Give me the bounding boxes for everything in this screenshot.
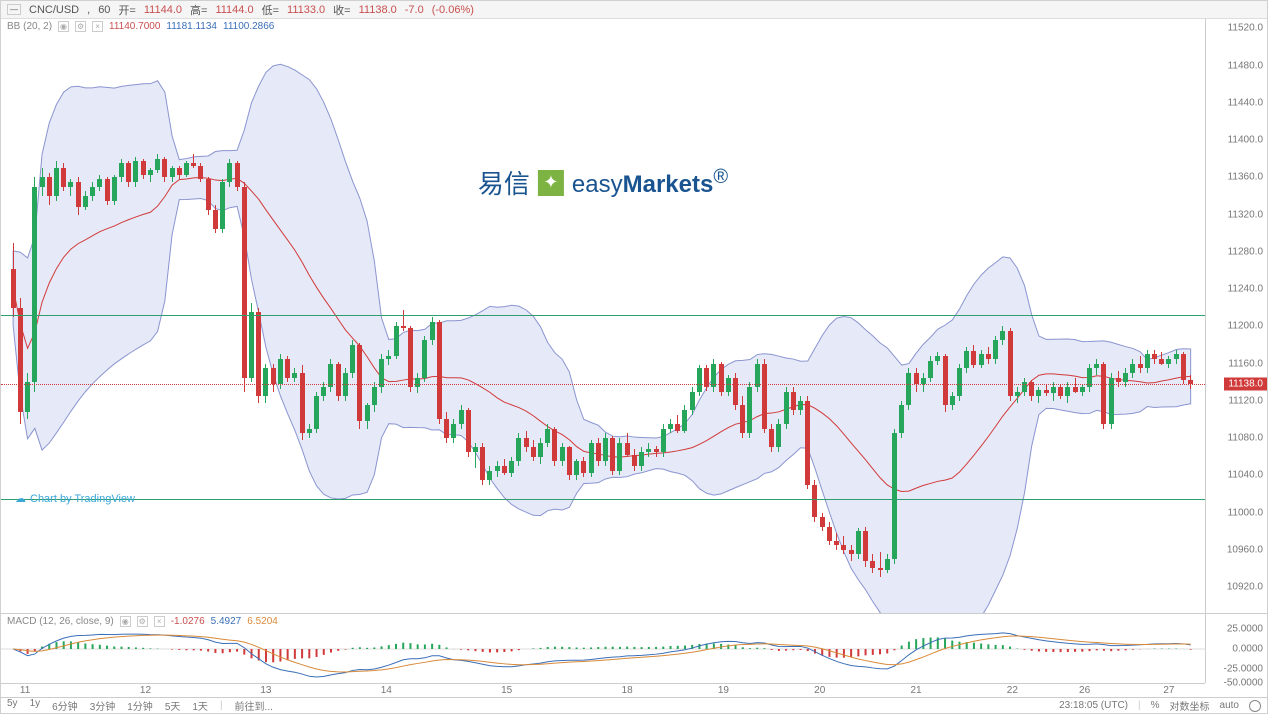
horizontal-line[interactable]	[1, 315, 1205, 316]
price-tick: 11320.0	[1228, 209, 1263, 220]
macd-tick: 0.0000	[1232, 644, 1263, 655]
price-tick: 11280.0	[1228, 246, 1263, 257]
change-pct-value: (-0.06%)	[432, 4, 474, 16]
price-tick: 11400.0	[1228, 135, 1263, 146]
low-label: 低=	[262, 2, 279, 18]
timeframe-button[interactable]: 1分钟	[127, 698, 153, 713]
change-value: -7.0	[405, 4, 424, 16]
timeframe-button[interactable]: 1天	[192, 698, 208, 713]
cloud-icon: ☁	[15, 492, 26, 505]
low-value: 11133.0	[287, 4, 325, 16]
symbol-label[interactable]: CNC/USD	[29, 4, 79, 16]
time-tick: 11	[20, 685, 30, 696]
price-tick: 10960.0	[1227, 544, 1263, 555]
close-label: 收=	[333, 2, 350, 18]
macd-pane[interactable]: MACD (12, 26, close, 9) ◉ ⚙ × -1.0276 5.…	[1, 613, 1205, 683]
pct-button[interactable]: %	[1151, 700, 1160, 711]
time-tick: 22	[1007, 685, 1018, 696]
interval-label[interactable]: 60	[98, 4, 110, 16]
macd-tick: -50.0000	[1224, 677, 1263, 688]
macd-axis[interactable]: 25.00000.0000-25.0000-50.0000	[1205, 613, 1267, 683]
time-tick: 21	[910, 685, 921, 696]
log-scale-button[interactable]: 对数坐标	[1170, 698, 1210, 713]
time-axis[interactable]: 11 12 13 14 15 18 19 20 21 22 26 27	[1, 683, 1205, 697]
price-tick: 11040.0	[1228, 470, 1263, 481]
chart-header: — CNC/USD , 60 开=11144.0 高=11144.0 低=111…	[1, 1, 1267, 19]
price-tick: 11240.0	[1228, 284, 1263, 295]
price-tick: 11520.0	[1228, 23, 1263, 34]
horizontal-line[interactable]	[1, 384, 1205, 385]
open-label: 开=	[118, 2, 135, 18]
bottom-toolbar: 5y1y6分钟3分钟1分钟5天1天 | 前往到... 23:18:05 (UTC…	[1, 697, 1267, 713]
main-chart-pane[interactable]: 易信 ✦ easyMarkets® ☁ Chart by TradingView	[1, 19, 1205, 613]
timeframe-button[interactable]: 1y	[30, 698, 41, 713]
macd-tick: 25.0000	[1227, 624, 1263, 635]
price-tick: 10920.0	[1227, 582, 1263, 593]
price-tick: 11160.0	[1228, 358, 1263, 369]
current-price-badge: 11138.0	[1224, 378, 1267, 391]
auto-button[interactable]: auto	[1220, 700, 1239, 711]
macd-tick: -25.0000	[1224, 663, 1263, 674]
price-tick: 11000.0	[1228, 507, 1263, 518]
clock-label: 23:18:05 (UTC)	[1059, 700, 1128, 711]
open-value: 11144.0	[144, 4, 182, 16]
time-tick: 20	[814, 685, 825, 696]
goto-button[interactable]: 前往到...	[235, 698, 273, 713]
close-value: 11138.0	[359, 4, 397, 16]
macd-svg	[1, 614, 1205, 683]
timeframe-button[interactable]: 5y	[7, 698, 18, 713]
price-tick: 11480.0	[1228, 60, 1263, 71]
tradingview-credit[interactable]: ☁ Chart by TradingView	[15, 492, 135, 505]
chart-container: 退出全屏(ESC) — CNC/USD , 60 开=11144.0 高=111…	[0, 0, 1268, 714]
price-tick: 11200.0	[1228, 321, 1263, 332]
timeframe-button[interactable]: 6分钟	[52, 698, 78, 713]
price-tick: 11440.0	[1228, 97, 1263, 108]
horizontal-line[interactable]	[1, 499, 1205, 500]
price-tick: 11120.0	[1228, 395, 1263, 406]
time-tick: 14	[381, 685, 392, 696]
timeframe-button[interactable]: 3分钟	[90, 698, 116, 713]
time-tick: 27	[1163, 685, 1174, 696]
price-axis[interactable]: 11520.0 11480.0 11440.0 11400.0 11360.0 11320…	[1205, 19, 1267, 613]
time-tick: 18	[622, 685, 633, 696]
settings-gear-icon[interactable]	[1249, 700, 1261, 712]
symbol-collapse-icon[interactable]: —	[7, 4, 21, 15]
time-tick: 12	[140, 685, 151, 696]
timeframe-button[interactable]: 5天	[165, 698, 181, 713]
time-tick: 13	[260, 685, 271, 696]
price-tick: 11080.0	[1228, 433, 1263, 444]
price-tick: 11360.0	[1228, 172, 1263, 183]
time-tick: 15	[501, 685, 512, 696]
time-tick: 26	[1079, 685, 1090, 696]
high-label: 高=	[190, 2, 207, 18]
time-tick: 19	[718, 685, 729, 696]
high-value: 11144.0	[215, 4, 253, 16]
